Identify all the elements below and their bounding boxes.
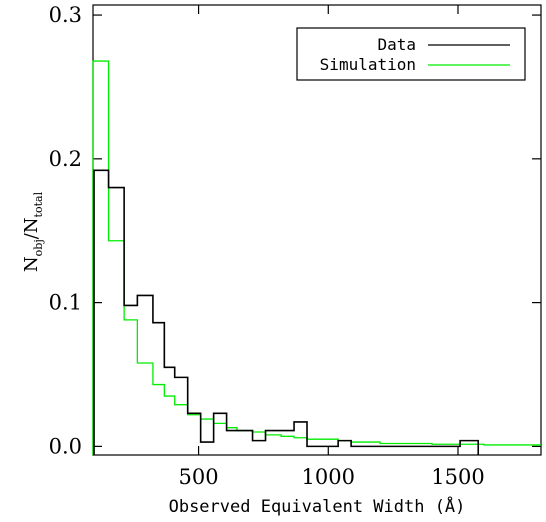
bin-simulation	[109, 241, 125, 455]
legend-label-data: Data	[377, 35, 416, 54]
bin-data	[307, 446, 338, 455]
series-simulation	[92, 60, 541, 455]
y-axis-title-den-sub: total	[32, 191, 45, 217]
bin-data	[164, 367, 174, 455]
bin-simulation	[201, 419, 214, 455]
bin-simulation	[93, 61, 109, 455]
bin-simulation	[227, 428, 237, 455]
bin-data	[175, 377, 188, 455]
bin-simulation	[338, 441, 351, 455]
series-line-data	[93, 169, 480, 455]
bin-data	[214, 413, 227, 455]
axis-ticks	[93, 5, 541, 455]
bin-data	[237, 431, 253, 455]
bin-simulation	[124, 320, 137, 455]
bin-data	[227, 431, 237, 455]
x-tick-label: 1000	[302, 465, 355, 489]
bin-data	[351, 446, 460, 455]
bin-data	[124, 305, 137, 455]
bin-simulation	[294, 438, 307, 455]
y-axis-title-num-sub: obj	[32, 239, 45, 256]
bin-simulation	[281, 436, 294, 455]
bin-simulation	[214, 423, 227, 455]
bin-simulation	[175, 405, 188, 455]
bin-data	[94, 170, 109, 455]
histogram-series	[92, 60, 541, 455]
bin-data	[281, 431, 294, 455]
bin-simulation	[153, 385, 164, 455]
legend-box	[296, 27, 526, 81]
x-tick-labels: 500 1000 1500	[179, 465, 485, 489]
legend: Data Simulation	[296, 27, 526, 81]
series-data	[93, 169, 480, 455]
x-tick-label: 1500	[431, 465, 484, 489]
x-tick-label: 500	[179, 465, 219, 489]
y-axis-title-den: N	[21, 217, 42, 233]
bin-data	[137, 295, 153, 455]
bin-simulation	[253, 432, 266, 455]
series-line-simulation	[92, 60, 541, 455]
legend-label-simulation: Simulation	[320, 55, 416, 74]
bin-data	[153, 323, 164, 455]
y-tick-label: 0.0	[49, 434, 82, 458]
y-axis-title: Nobj/Ntotal	[21, 191, 45, 272]
bin-simulation	[137, 363, 153, 455]
bin-simulation	[237, 431, 253, 455]
bin-simulation	[380, 443, 432, 455]
y-tick-labels: 0.0 0.1 0.2 0.3	[49, 3, 82, 458]
y-axis-title-slash: /	[21, 232, 42, 239]
bin-data	[460, 441, 478, 455]
x-axis-title: Observed Equivalent Width (Å)	[169, 495, 466, 517]
y-tick-label: 0.2	[49, 147, 82, 171]
y-tick-label: 0.3	[49, 3, 82, 27]
bin-simulation	[266, 435, 282, 455]
bin-data	[294, 422, 307, 455]
bin-data	[338, 441, 351, 455]
bin-data	[253, 441, 266, 455]
bin-data	[109, 188, 125, 455]
y-tick-label: 0.1	[49, 291, 82, 315]
bin-simulation	[351, 442, 380, 455]
bin-data	[201, 442, 214, 455]
y-axis-title-num: N	[21, 256, 42, 272]
bin-simulation	[164, 396, 174, 455]
